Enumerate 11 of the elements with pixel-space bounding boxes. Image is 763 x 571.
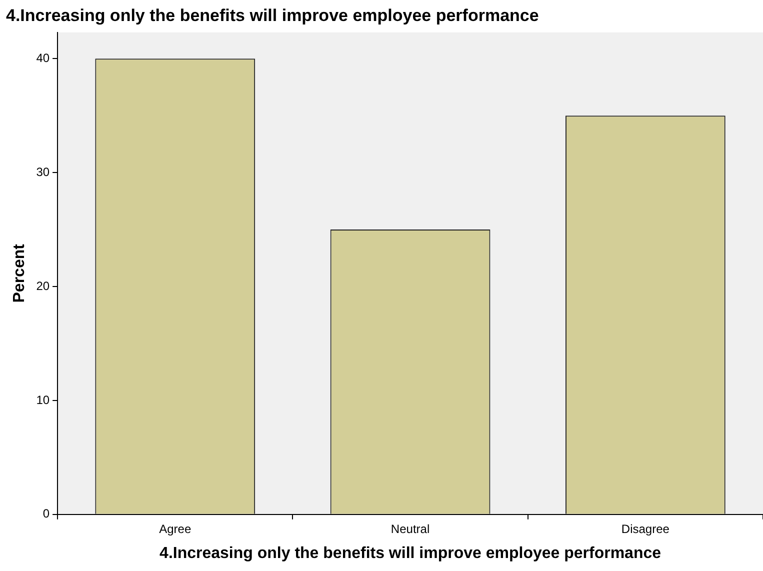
chart-title: 4.Increasing only the benefits will improve employee performance: [6, 6, 539, 25]
x-axis-title: 4.Increasing only the benefits will improve employee performance: [160, 544, 662, 562]
y-tick-label: 20: [36, 278, 50, 293]
y-tick-label: 40: [36, 50, 50, 65]
y-axis-title: Percent: [11, 243, 28, 303]
y-tick-label: 0: [42, 506, 50, 521]
x-tick-label: Neutral: [390, 522, 430, 536]
y-tick-label: 10: [36, 392, 50, 407]
x-tick-label: Agree: [159, 522, 192, 536]
y-tick-label: 30: [36, 164, 50, 179]
x-tick-label: Disagree: [621, 522, 670, 536]
